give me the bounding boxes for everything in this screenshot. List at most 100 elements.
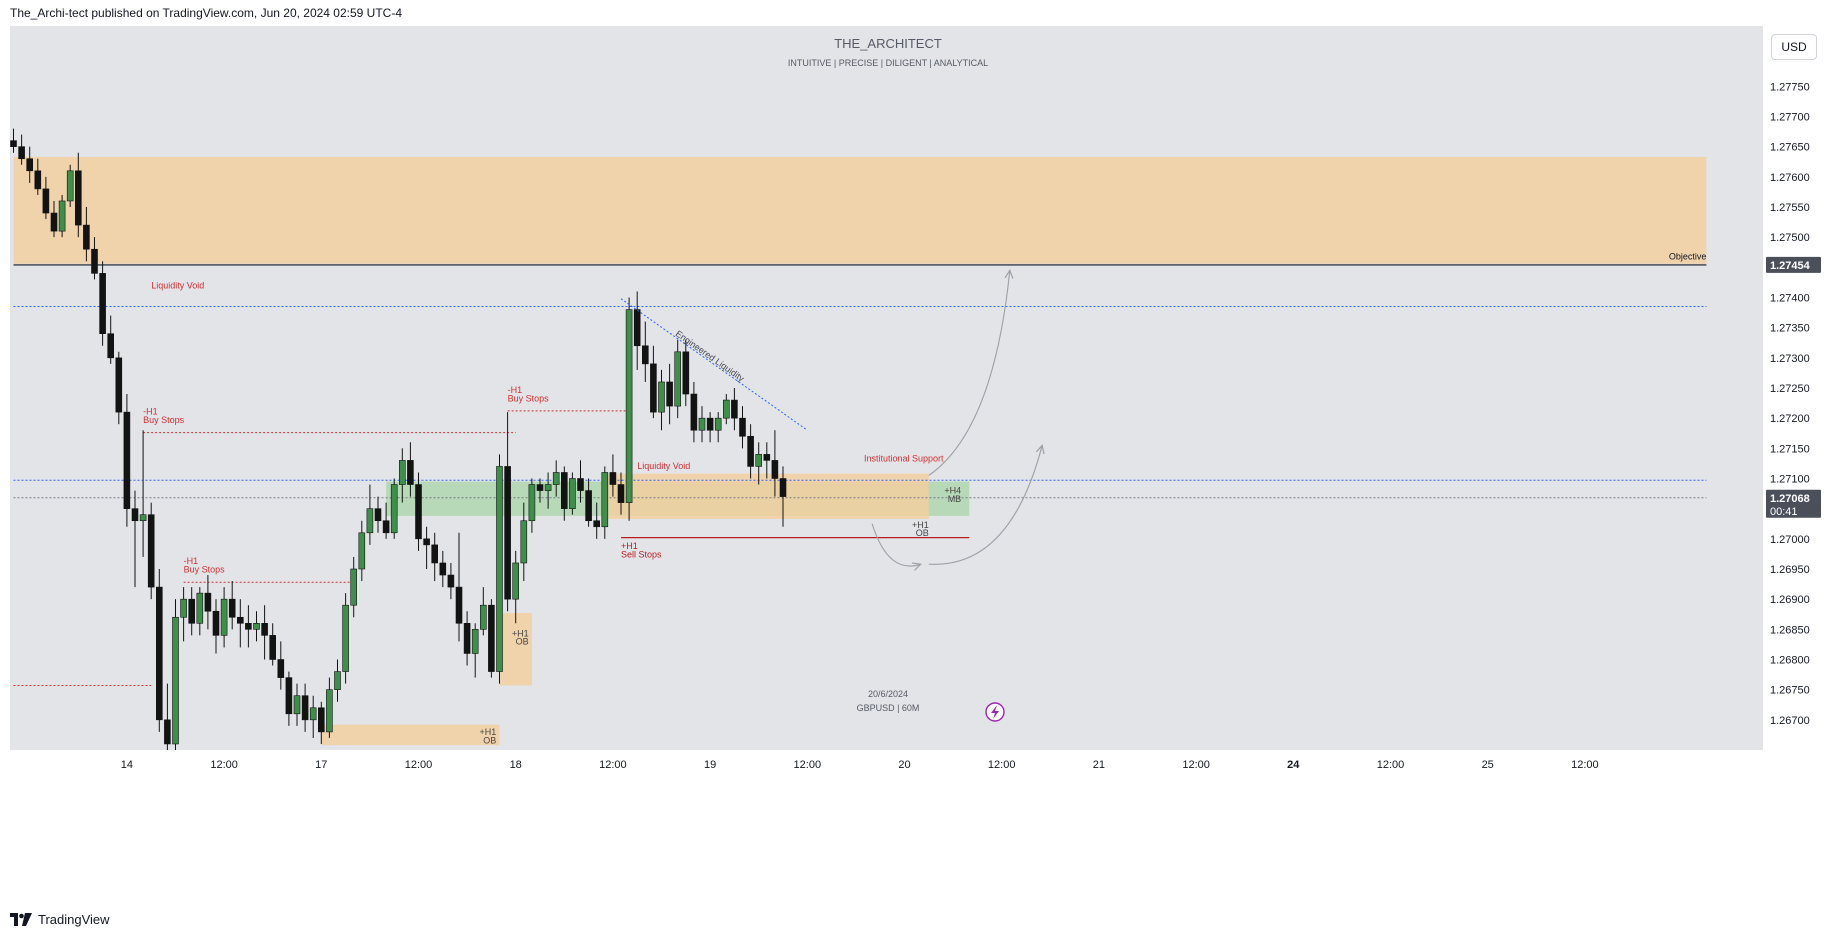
candle xyxy=(471,623,479,678)
time-tick-label: 12:00 xyxy=(405,759,433,771)
time-tick-label: 12:00 xyxy=(988,759,1016,771)
candle-body xyxy=(755,454,763,467)
price-tick-label: 1.27300 xyxy=(1770,353,1810,365)
candle-body xyxy=(317,707,325,733)
candle xyxy=(447,562,455,600)
candle xyxy=(455,532,463,642)
price-tick-label: 1.26850 xyxy=(1770,624,1810,636)
candle xyxy=(593,502,601,539)
candle-body xyxy=(601,472,609,528)
candle-body xyxy=(301,695,309,721)
candle xyxy=(650,345,657,419)
candle xyxy=(285,671,293,726)
price-tick-label: 1.27500 xyxy=(1770,232,1810,244)
candlestick-chart[interactable]: Objective Liquidity Void Liquidity Void Ins… xyxy=(10,26,1825,909)
buy-stops-label-1: Buy Stops xyxy=(143,415,185,425)
price-tick-label: 1.27600 xyxy=(1770,172,1810,184)
h1-ob-label-20: OB xyxy=(916,528,929,538)
candle xyxy=(18,134,25,165)
brand-tagline: INTUITIVE | PRECISE | DILIGENT | ANALYTI… xyxy=(788,58,988,68)
candle xyxy=(641,321,649,382)
candle-body xyxy=(593,520,601,528)
candle-body xyxy=(455,586,463,624)
h1-ob-zone-18 xyxy=(499,613,532,686)
buy-stops-label-2: Buy Stops xyxy=(184,565,226,575)
projections-layer xyxy=(871,270,1042,566)
price-tick-label: 1.26750 xyxy=(1770,685,1810,697)
h1-ob-label-18: OB xyxy=(516,636,529,646)
candle xyxy=(544,472,552,509)
candle-body xyxy=(66,170,74,202)
time-tick-label: 12:00 xyxy=(1377,759,1405,771)
candle xyxy=(180,587,187,642)
candle-body xyxy=(382,520,390,534)
price-tick-label: 1.27150 xyxy=(1770,443,1810,455)
time-tick-label: 19 xyxy=(704,759,716,771)
h1-ob-zone-17 xyxy=(321,724,500,746)
candle xyxy=(690,381,698,443)
lightning-icon[interactable] xyxy=(985,702,1005,722)
candle-body xyxy=(528,484,536,522)
candle xyxy=(10,128,17,153)
candle-body xyxy=(115,357,123,413)
liquidity-void-label-2: Liquidity Void xyxy=(637,461,690,471)
candle-body xyxy=(771,460,779,479)
candle xyxy=(212,599,220,654)
buy-stops-tag-2: -H1 xyxy=(184,556,199,566)
candle-body xyxy=(326,689,333,733)
candle xyxy=(196,587,204,636)
candle xyxy=(423,526,430,569)
candle-body xyxy=(26,158,34,172)
price-tick-label: 1.27700 xyxy=(1770,112,1810,124)
candle xyxy=(34,158,42,195)
tradingview-footer-logo[interactable]: TradingView xyxy=(10,912,110,927)
price-tick-label: 1.26700 xyxy=(1770,715,1810,727)
candle-body xyxy=(552,472,560,485)
chart-frame[interactable]: Objective Liquidity Void Liquidity Void Ins… xyxy=(10,26,1825,909)
candle xyxy=(682,339,690,407)
candle-body xyxy=(520,520,528,564)
candle-body xyxy=(674,351,682,407)
candle-body xyxy=(269,635,277,660)
time-tick-label: 25 xyxy=(1482,759,1494,771)
candle-body xyxy=(212,610,220,636)
candle-body xyxy=(585,490,592,522)
liquidity-void-label-1: Liquidity Void xyxy=(151,280,204,290)
candle xyxy=(83,207,90,262)
price-tick-label: 1.27400 xyxy=(1770,293,1810,305)
h1-ob-label-17: OB xyxy=(483,735,496,745)
time-tick-label: 12:00 xyxy=(794,759,822,771)
tradingview-logo-text: TradingView xyxy=(38,912,110,927)
candle-body xyxy=(666,381,673,407)
candle-body xyxy=(220,598,228,636)
price-axis: 1.27750 1.27700 1.27650 1.27600 1.27550 1.275… xyxy=(1763,26,1825,750)
objective-label: Objective xyxy=(1669,251,1707,261)
candle xyxy=(496,454,503,684)
candles-layer xyxy=(10,128,787,757)
candle-body xyxy=(779,478,787,497)
candle-body xyxy=(188,598,195,624)
candle-body xyxy=(641,345,649,365)
candle-body xyxy=(617,484,625,503)
candle xyxy=(747,424,754,479)
candle-body xyxy=(682,351,690,395)
projection-path-3 xyxy=(928,445,1042,565)
candle xyxy=(415,472,422,551)
tradingview-logo-icon xyxy=(10,913,32,926)
candle-body xyxy=(722,399,730,419)
candle xyxy=(253,611,260,642)
candle xyxy=(463,611,471,666)
candle xyxy=(552,460,560,497)
h4-mb-label: MB xyxy=(948,494,962,504)
candle-body xyxy=(698,417,706,431)
candle xyxy=(698,406,706,443)
h1-ob-tag-17: +H1 xyxy=(479,727,496,737)
currency-button[interactable]: USD xyxy=(1771,34,1817,60)
candle-body xyxy=(390,484,398,534)
candle xyxy=(382,502,390,539)
candle xyxy=(147,502,155,600)
candle xyxy=(666,363,673,425)
price-tick-label: 1.27000 xyxy=(1770,534,1810,546)
candle-body xyxy=(544,484,552,491)
candle xyxy=(123,394,131,527)
